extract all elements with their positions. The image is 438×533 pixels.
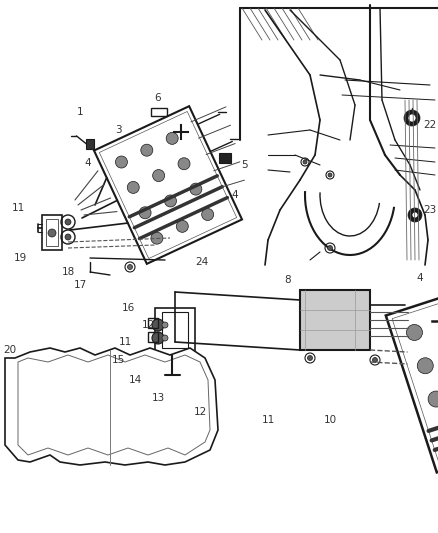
Text: 20: 20 bbox=[4, 345, 17, 355]
Polygon shape bbox=[94, 106, 242, 264]
Bar bbox=[300, 290, 370, 350]
Circle shape bbox=[178, 158, 190, 169]
Polygon shape bbox=[86, 139, 95, 149]
Circle shape bbox=[162, 335, 168, 341]
Circle shape bbox=[152, 169, 165, 182]
Text: 11: 11 bbox=[118, 337, 132, 347]
Text: 3: 3 bbox=[115, 125, 121, 135]
Circle shape bbox=[141, 144, 153, 156]
Circle shape bbox=[372, 358, 378, 362]
Circle shape bbox=[165, 195, 177, 207]
Text: 16: 16 bbox=[121, 303, 134, 313]
Text: 4: 4 bbox=[417, 273, 423, 283]
Circle shape bbox=[406, 325, 422, 341]
Circle shape bbox=[190, 183, 202, 195]
Circle shape bbox=[404, 110, 420, 126]
Text: 19: 19 bbox=[14, 253, 27, 263]
Text: 1: 1 bbox=[77, 107, 83, 117]
Circle shape bbox=[151, 232, 163, 244]
Circle shape bbox=[307, 356, 312, 360]
Circle shape bbox=[328, 246, 332, 251]
Text: 15: 15 bbox=[111, 355, 125, 365]
Circle shape bbox=[408, 114, 416, 122]
Circle shape bbox=[303, 160, 307, 164]
Circle shape bbox=[408, 208, 422, 222]
Text: 10: 10 bbox=[323, 415, 336, 425]
Text: 17: 17 bbox=[74, 280, 87, 290]
Circle shape bbox=[152, 332, 164, 344]
Circle shape bbox=[48, 229, 56, 237]
Text: 24: 24 bbox=[195, 257, 208, 267]
Circle shape bbox=[127, 181, 139, 193]
Text: 22: 22 bbox=[424, 120, 437, 130]
Text: 11: 11 bbox=[11, 203, 25, 213]
Circle shape bbox=[417, 358, 433, 374]
Circle shape bbox=[177, 220, 188, 232]
Text: 12: 12 bbox=[141, 320, 155, 330]
Polygon shape bbox=[386, 268, 438, 472]
Text: 11: 11 bbox=[261, 415, 275, 425]
Text: 12: 12 bbox=[193, 407, 207, 417]
Circle shape bbox=[428, 391, 438, 407]
Polygon shape bbox=[219, 154, 231, 164]
Text: 14: 14 bbox=[128, 375, 141, 385]
Circle shape bbox=[201, 208, 214, 221]
Circle shape bbox=[139, 207, 151, 219]
Text: 18: 18 bbox=[61, 267, 74, 277]
Text: 13: 13 bbox=[152, 393, 165, 403]
Circle shape bbox=[328, 173, 332, 177]
Text: 5: 5 bbox=[242, 160, 248, 170]
Circle shape bbox=[152, 319, 164, 331]
Circle shape bbox=[127, 264, 133, 270]
Circle shape bbox=[116, 156, 127, 168]
Circle shape bbox=[412, 212, 418, 218]
Text: 8: 8 bbox=[285, 275, 291, 285]
Circle shape bbox=[65, 234, 71, 240]
Text: 4: 4 bbox=[232, 190, 238, 200]
Text: 4: 4 bbox=[85, 158, 91, 168]
Text: 6: 6 bbox=[155, 93, 161, 103]
Text: 23: 23 bbox=[424, 205, 437, 215]
Circle shape bbox=[65, 219, 71, 225]
Polygon shape bbox=[5, 348, 218, 465]
Circle shape bbox=[166, 132, 178, 144]
Circle shape bbox=[162, 322, 168, 328]
